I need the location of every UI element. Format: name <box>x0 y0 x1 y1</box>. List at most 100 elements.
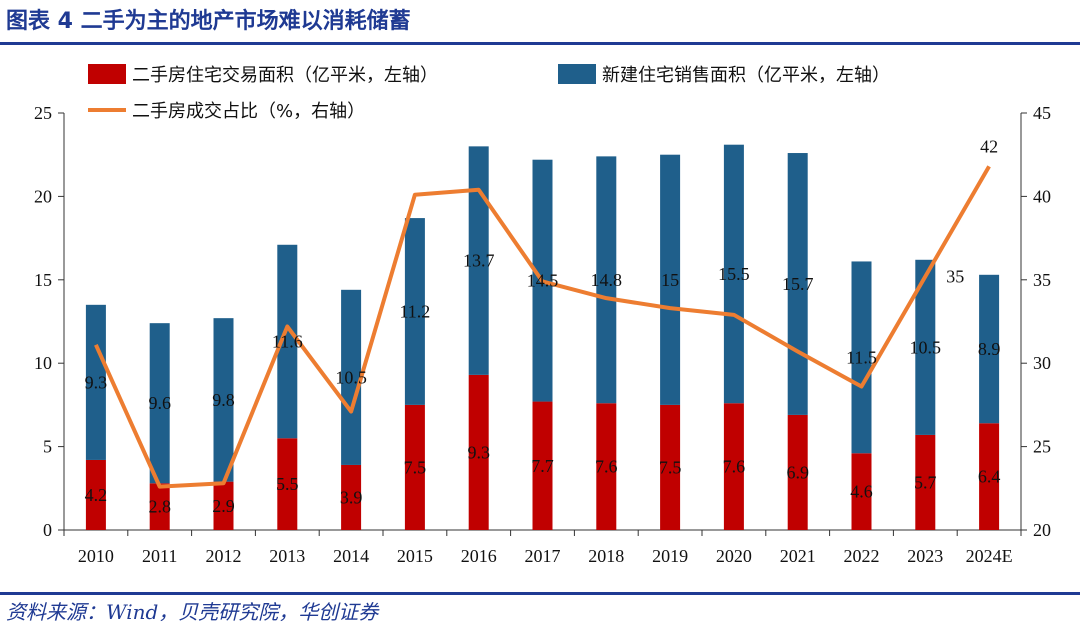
x-tick-label: 2019 <box>652 546 688 566</box>
bar-newbuild <box>149 323 170 484</box>
x-tick-label: 2017 <box>525 546 561 566</box>
bar-newbuild <box>723 144 744 404</box>
legend: 二手房住宅交易面积（亿平米，左轴） 新建住宅销售面积（亿平米，左轴） 二手房成交… <box>88 64 890 122</box>
x-tick-label: 2010 <box>78 546 114 566</box>
bar-newbuild <box>468 146 489 375</box>
bar-secondhand <box>213 481 234 530</box>
legend-label-newbuild: 新建住宅销售面积（亿平米，左轴） <box>602 65 890 86</box>
data-label-newbuild: 15.5 <box>718 264 750 284</box>
bar-secondhand <box>723 403 744 530</box>
data-label-newbuild: 11.2 <box>399 301 430 321</box>
bar-secondhand <box>979 423 1000 530</box>
data-label-secondhand: 6.9 <box>786 462 809 482</box>
data-label-secondhand: 7.5 <box>404 457 427 477</box>
y-left-tick-label: 10 <box>34 353 52 373</box>
bar-newbuild <box>85 304 106 460</box>
x-tick-label: 2016 <box>461 546 497 566</box>
y-left-tick-label: 25 <box>34 103 52 123</box>
data-label-newbuild: 11.6 <box>272 332 303 352</box>
x-tick-label: 2024E <box>966 546 1013 566</box>
data-label-newbuild: 15.7 <box>782 274 814 294</box>
data-label-newbuild: 9.6 <box>148 393 171 413</box>
stacked-bar-line-chart: 二手房住宅交易面积（亿平米，左轴） 新建住宅销售面积（亿平米，左轴） 二手房成交… <box>34 64 1051 566</box>
bar-newbuild <box>915 259 936 435</box>
data-label-newbuild: 10.5 <box>910 337 942 357</box>
data-label-secondhand: 7.5 <box>659 457 682 477</box>
y-right-tick-label: 20 <box>1033 520 1051 540</box>
data-label-newbuild: 9.8 <box>212 390 235 410</box>
bar-secondhand <box>596 403 617 530</box>
bar-newbuild <box>341 289 362 465</box>
legend-label-secondhand: 二手房住宅交易面积（亿平米，左轴） <box>132 65 438 86</box>
y-right-tick-label: 25 <box>1033 437 1051 457</box>
y-left-tick-label: 20 <box>34 186 52 206</box>
data-label-secondhand: 4.6 <box>850 482 873 502</box>
data-label-secondhand: 5.7 <box>914 472 937 492</box>
legend-swatch-secondhand <box>88 64 126 84</box>
bar-secondhand <box>851 453 872 530</box>
data-label-newbuild: 10.5 <box>335 367 367 387</box>
line-ratio <box>94 165 991 489</box>
x-tick-label: 2014 <box>333 546 369 566</box>
bar-secondhand <box>532 401 553 530</box>
bar-secondhand <box>915 434 936 530</box>
data-label-secondhand: 7.6 <box>723 457 746 477</box>
legend-label-ratio: 二手房成交占比（%，右轴） <box>132 101 365 122</box>
data-label-secondhand: 6.4 <box>978 467 1001 487</box>
y-right-tick-label: 30 <box>1033 353 1051 373</box>
data-label-newbuild: 15 <box>661 270 679 290</box>
x-tick-label: 2015 <box>397 546 433 566</box>
bar-newbuild <box>596 156 617 404</box>
data-label-secondhand: 9.3 <box>467 442 490 462</box>
bar-secondhand <box>149 483 170 530</box>
data-label-newbuild: 9.3 <box>85 372 108 392</box>
bar-secondhand <box>787 414 808 530</box>
data-label-newbuild: 14.8 <box>591 270 623 290</box>
bar-newbuild <box>277 244 298 439</box>
data-label-ratio: 42 <box>980 136 998 156</box>
bar-secondhand <box>660 404 681 530</box>
y-left-tick-label: 0 <box>43 520 52 540</box>
data-label-secondhand: 3.9 <box>340 487 363 507</box>
x-tick-label: 2013 <box>269 546 305 566</box>
data-label-secondhand: 5.5 <box>276 474 299 494</box>
x-tick-label: 2012 <box>206 546 242 566</box>
data-label-ratio: 35 <box>946 266 964 286</box>
x-tick-label: 2020 <box>716 546 752 566</box>
x-tick-label: 2023 <box>907 546 943 566</box>
plot-area: 0 5 10 15 20 25 20 25 30 35 40 45 2010 2011 2012 2013 20… <box>34 103 1051 566</box>
data-label-secondhand: 7.6 <box>595 457 618 477</box>
data-label-newbuild: 11.5 <box>846 347 877 367</box>
bar-newbuild <box>851 261 872 454</box>
x-tick-label: 2011 <box>142 546 177 566</box>
data-label-secondhand: 2.8 <box>148 497 171 517</box>
y-left-tick-label: 15 <box>34 270 52 290</box>
data-label-newbuild: 13.7 <box>463 251 495 271</box>
x-tick-label: 2018 <box>588 546 624 566</box>
bar-secondhand <box>404 404 425 530</box>
source-note: 资料来源：Wind，贝壳研究院，华创证券 <box>6 600 379 624</box>
x-tick-label: 2022 <box>844 546 880 566</box>
bar-secondhand <box>277 438 298 530</box>
legend-swatch-newbuild <box>558 64 596 84</box>
bar-newbuild <box>404 218 425 405</box>
y-right-tick-label: 35 <box>1033 270 1051 290</box>
bar-secondhand <box>85 459 106 530</box>
y-right-tick-label: 40 <box>1033 186 1051 206</box>
bar-newbuild <box>213 318 234 482</box>
title-divider <box>0 42 1080 45</box>
bar-newbuild <box>660 154 681 405</box>
bar-secondhand <box>341 464 362 530</box>
footer-divider <box>0 592 1080 595</box>
data-label-secondhand: 4.2 <box>85 485 108 505</box>
bar-newbuild <box>979 274 1000 424</box>
y-right-tick-label: 45 <box>1033 103 1051 123</box>
chart-title: 图表 4 二手为主的地产市场难以消耗储蓄 <box>6 9 411 34</box>
bar-secondhand <box>468 374 489 530</box>
data-label-newbuild: 14.5 <box>527 271 559 291</box>
data-label-secondhand: 7.7 <box>531 456 554 476</box>
y-left-tick-label: 5 <box>43 437 52 457</box>
data-label-newbuild: 8.9 <box>978 339 1001 359</box>
x-tick-label: 2021 <box>780 546 816 566</box>
data-label-secondhand: 2.9 <box>212 496 235 516</box>
